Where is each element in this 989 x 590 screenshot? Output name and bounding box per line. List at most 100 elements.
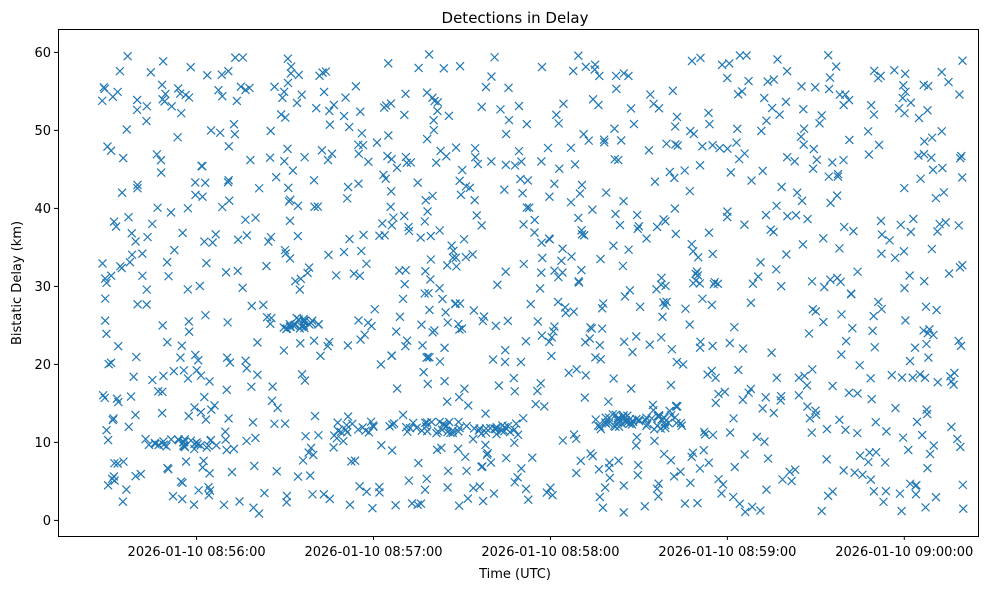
data-point bbox=[349, 269, 359, 279]
data-point bbox=[342, 193, 352, 203]
data-point bbox=[666, 380, 676, 390]
data-point bbox=[597, 303, 607, 313]
data-point bbox=[900, 69, 910, 79]
data-point bbox=[923, 81, 933, 91]
data-point bbox=[285, 322, 295, 332]
plot-frame bbox=[58, 29, 979, 537]
data-point bbox=[195, 281, 205, 291]
data-point bbox=[581, 62, 591, 72]
data-point bbox=[501, 267, 511, 277]
data-point bbox=[836, 350, 846, 359]
data-point bbox=[812, 155, 822, 165]
data-point bbox=[811, 406, 820, 416]
data-point bbox=[868, 326, 878, 336]
data-point bbox=[386, 186, 396, 196]
data-point bbox=[414, 458, 423, 468]
data-point bbox=[395, 312, 405, 322]
data-point bbox=[387, 420, 397, 429]
data-point bbox=[914, 151, 923, 161]
data-point bbox=[441, 307, 451, 317]
data-point bbox=[863, 126, 873, 136]
data-point bbox=[233, 266, 243, 276]
data-point bbox=[363, 318, 373, 328]
data-point bbox=[221, 435, 231, 445]
data-point bbox=[333, 426, 343, 436]
data-point bbox=[413, 178, 423, 188]
data-point bbox=[787, 476, 797, 486]
data-point bbox=[325, 120, 335, 130]
data-point bbox=[308, 450, 318, 460]
data-point bbox=[653, 491, 663, 501]
data-point bbox=[619, 337, 629, 347]
data-point bbox=[896, 220, 906, 230]
data-point bbox=[577, 225, 586, 235]
data-point bbox=[225, 358, 235, 368]
data-point bbox=[387, 351, 397, 361]
data-point bbox=[844, 388, 854, 398]
data-point bbox=[524, 203, 534, 213]
data-point bbox=[551, 110, 561, 120]
data-point bbox=[468, 250, 478, 259]
data-point bbox=[283, 183, 293, 193]
data-point bbox=[877, 230, 887, 239]
data-point bbox=[462, 421, 472, 431]
data-point bbox=[310, 202, 319, 212]
data-point bbox=[126, 392, 136, 401]
data-point bbox=[546, 351, 556, 361]
data-point bbox=[648, 400, 658, 410]
data-point bbox=[810, 82, 820, 92]
data-point bbox=[240, 215, 250, 225]
data-point bbox=[266, 126, 276, 136]
data-point bbox=[516, 157, 526, 167]
data-point bbox=[173, 132, 183, 142]
data-point bbox=[109, 217, 119, 227]
data-point bbox=[144, 440, 154, 450]
data-point bbox=[803, 214, 812, 224]
data-point bbox=[179, 365, 189, 375]
data-point bbox=[919, 149, 929, 159]
data-point bbox=[725, 428, 735, 437]
data-point bbox=[329, 100, 339, 110]
data-point bbox=[492, 280, 502, 290]
data-point bbox=[451, 253, 461, 263]
data-point bbox=[478, 316, 488, 326]
data-point bbox=[166, 207, 176, 217]
data-point bbox=[355, 481, 365, 491]
data-point bbox=[183, 374, 193, 383]
data-point bbox=[184, 411, 194, 421]
data-point bbox=[911, 480, 921, 490]
data-point bbox=[952, 434, 962, 444]
data-point bbox=[271, 172, 281, 182]
data-point bbox=[249, 461, 259, 471]
data-point bbox=[530, 228, 539, 238]
data-point bbox=[645, 340, 655, 350]
data-point bbox=[424, 49, 434, 59]
data-point bbox=[286, 69, 296, 78]
data-point bbox=[160, 96, 169, 106]
data-point bbox=[744, 76, 753, 86]
data-point bbox=[294, 70, 304, 80]
data-point bbox=[539, 402, 549, 411]
data-point bbox=[566, 197, 576, 207]
data-point bbox=[347, 419, 357, 429]
data-point bbox=[303, 268, 313, 278]
data-point bbox=[906, 227, 916, 237]
data-point bbox=[317, 145, 327, 155]
data-point bbox=[537, 62, 547, 72]
data-point bbox=[576, 456, 586, 466]
data-point bbox=[632, 210, 642, 220]
data-point bbox=[928, 165, 938, 175]
x-tick-label: 2026-01-10 08:56:00 bbox=[128, 545, 266, 560]
data-point bbox=[343, 182, 353, 192]
data-point bbox=[242, 436, 251, 446]
data-point bbox=[722, 212, 732, 222]
data-point bbox=[559, 99, 568, 109]
data-point bbox=[518, 188, 527, 198]
data-point bbox=[133, 183, 142, 193]
data-point bbox=[570, 160, 580, 169]
data-point bbox=[604, 463, 614, 473]
data-point bbox=[769, 75, 779, 85]
data-point bbox=[599, 137, 609, 147]
data-point bbox=[455, 176, 465, 186]
data-point bbox=[544, 234, 554, 244]
